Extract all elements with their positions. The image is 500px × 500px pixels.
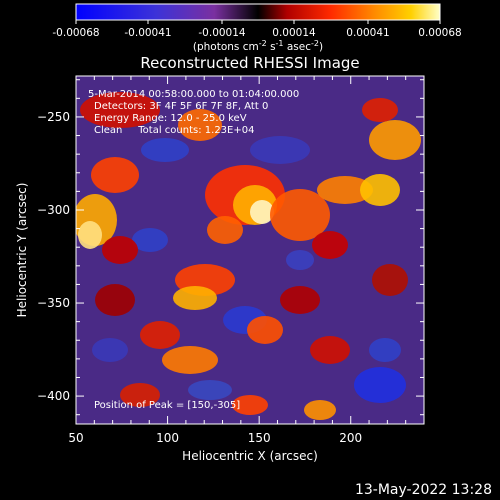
y-tick-label: −300 xyxy=(37,203,70,217)
heatmap-region xyxy=(310,336,350,364)
heatmap-region xyxy=(304,400,336,420)
heatmap-region xyxy=(141,138,189,162)
heatmap-region xyxy=(312,231,348,259)
colorbar-ticks: -0.00068 -0.00041 -0.00014 0.00014 0.00041 0.… xyxy=(52,20,462,39)
heatmap-region xyxy=(270,189,330,241)
heatmap-region xyxy=(120,383,160,407)
x-tick-label: 150 xyxy=(248,431,271,445)
generation-date: 13-May-2022 13:28 xyxy=(355,482,492,498)
annotation-detectors: Detectors: 3F 4F 5F 6F 7F 8F, Att 0 xyxy=(94,101,268,112)
x-tick-label: 200 xyxy=(339,431,362,445)
colorbar-units: (photons cm-2 s-1 asec-2) xyxy=(193,39,323,53)
y-axis-label: Heliocentric Y (arcsec) xyxy=(15,183,29,318)
chart-title: Reconstructed RHESSI Image xyxy=(140,54,359,72)
plot-frame xyxy=(75,75,425,425)
heatmap-region xyxy=(132,228,168,252)
heatmap-region xyxy=(78,221,102,249)
heatmap-region xyxy=(178,109,222,141)
heatmap-region xyxy=(286,250,314,270)
y-tick-label: −350 xyxy=(37,296,70,310)
y-tick-label: −250 xyxy=(37,110,70,124)
heatmap-image xyxy=(76,76,424,424)
heatmap-region xyxy=(188,380,232,400)
heatmap-region xyxy=(362,98,398,122)
heatmap-region xyxy=(91,157,139,193)
heatmap-region xyxy=(354,367,406,403)
colorbar-tick-label: 0.00068 xyxy=(418,27,461,39)
x-axis-label: Heliocentric X (arcsec) xyxy=(182,449,318,463)
heatmap-region xyxy=(102,236,138,264)
heatmap-region xyxy=(247,316,283,344)
heatmap-region xyxy=(372,264,408,296)
heatmap-region xyxy=(140,321,180,349)
x-axis-ticks: 50 100 150 200 xyxy=(68,76,425,445)
heatmap-region xyxy=(369,338,401,362)
heatmap-region xyxy=(280,286,320,314)
heatmap-region xyxy=(80,92,160,128)
peak-position-label: Position of Peak = [150,-305] xyxy=(94,400,240,411)
colorbar xyxy=(75,3,441,21)
x-tick-label: 50 xyxy=(68,431,83,445)
heatmap-region xyxy=(250,136,310,164)
y-axis-ticks: −250 −300 −350 −400 xyxy=(37,79,424,416)
heatmap-region xyxy=(173,286,217,310)
heatmap-region xyxy=(369,120,421,160)
colorbar-tick-label: 0.00041 xyxy=(346,27,389,39)
annotation-clean-counts: Clean Total counts: 1.23E+04 xyxy=(94,125,254,136)
heatmap-region xyxy=(317,176,373,204)
colorbar-tick-label: -0.00014 xyxy=(198,27,246,39)
heatmap-region xyxy=(162,346,218,374)
heatmap-region xyxy=(92,338,128,362)
heatmap-region xyxy=(360,174,400,206)
annotation-energy-range: Energy Range: 12.0 - 25.0 keV xyxy=(94,113,247,124)
heatmap-region xyxy=(207,216,243,244)
heatmap-region xyxy=(250,200,274,224)
colorbar-tick-label: -0.00068 xyxy=(52,27,99,39)
y-tick-label: −400 xyxy=(37,389,70,403)
colorbar-tick-label: -0.00041 xyxy=(124,27,171,39)
annotation-time-range: 5-Mar-2014 00:58:00.000 to 01:04:00.000 xyxy=(88,89,299,100)
x-tick-label: 100 xyxy=(156,431,179,445)
colorbar-tick-label: 0.00014 xyxy=(272,27,316,39)
heatmap-region xyxy=(232,395,268,415)
heatmap-region xyxy=(95,284,135,316)
